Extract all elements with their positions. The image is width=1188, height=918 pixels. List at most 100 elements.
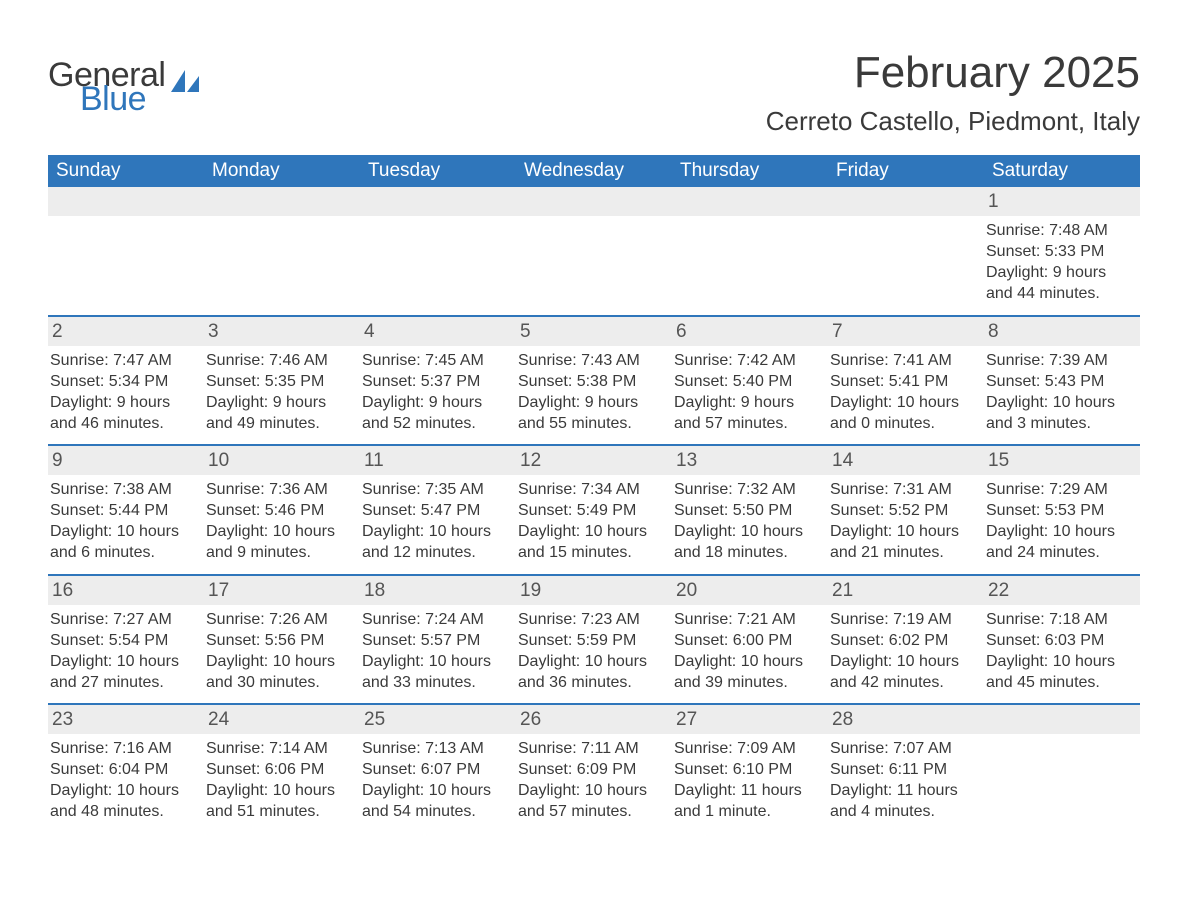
day-cell: 6Sunrise: 7:42 AMSunset: 5:40 PMDaylight…	[672, 317, 828, 445]
daylight-text: Daylight: 10 hours and 54 minutes.	[360, 780, 510, 822]
sunrise-text: Sunrise: 7:14 AM	[204, 738, 354, 759]
empty-cell	[984, 705, 1140, 833]
week-row: 1Sunrise: 7:48 AMSunset: 5:33 PMDaylight…	[48, 187, 1140, 315]
day-cell: 12Sunrise: 7:34 AMSunset: 5:49 PMDayligh…	[516, 446, 672, 574]
day-number: 25	[360, 705, 516, 734]
day-number: 12	[516, 446, 672, 475]
day-cell: 14Sunrise: 7:31 AMSunset: 5:52 PMDayligh…	[828, 446, 984, 574]
day-number: 20	[672, 576, 828, 605]
sunrise-text: Sunrise: 7:24 AM	[360, 609, 510, 630]
sunrise-text: Sunrise: 7:18 AM	[984, 609, 1134, 630]
weekday-header: Tuesday	[360, 155, 516, 187]
sunrise-text: Sunrise: 7:48 AM	[984, 220, 1134, 241]
daylight-text: Daylight: 10 hours and 45 minutes.	[984, 651, 1134, 693]
sunrise-text: Sunrise: 7:38 AM	[48, 479, 198, 500]
sunrise-text: Sunrise: 7:45 AM	[360, 350, 510, 371]
day-cell: 26Sunrise: 7:11 AMSunset: 6:09 PMDayligh…	[516, 705, 672, 833]
sunset-text: Sunset: 5:49 PM	[516, 500, 666, 521]
empty-cell	[360, 187, 516, 315]
daylight-text: Daylight: 9 hours and 57 minutes.	[672, 392, 822, 434]
day-cell: 8Sunrise: 7:39 AMSunset: 5:43 PMDaylight…	[984, 317, 1140, 445]
day-number: 22	[984, 576, 1140, 605]
calendar-table: SundayMondayTuesdayWednesdayThursdayFrid…	[48, 155, 1140, 833]
sunset-text: Sunset: 5:50 PM	[672, 500, 822, 521]
sail-icon	[171, 70, 199, 94]
day-cell: 10Sunrise: 7:36 AMSunset: 5:46 PMDayligh…	[204, 446, 360, 574]
sunset-text: Sunset: 6:00 PM	[672, 630, 822, 651]
daylight-text: Daylight: 10 hours and 27 minutes.	[48, 651, 198, 693]
day-cell: 1Sunrise: 7:48 AMSunset: 5:33 PMDaylight…	[984, 187, 1140, 315]
daylight-text: Daylight: 10 hours and 0 minutes.	[828, 392, 978, 434]
sunrise-text: Sunrise: 7:23 AM	[516, 609, 666, 630]
day-cell: 28Sunrise: 7:07 AMSunset: 6:11 PMDayligh…	[828, 705, 984, 833]
day-number: 27	[672, 705, 828, 734]
daylight-text: Daylight: 10 hours and 21 minutes.	[828, 521, 978, 563]
day-cell: 5Sunrise: 7:43 AMSunset: 5:38 PMDaylight…	[516, 317, 672, 445]
sunset-text: Sunset: 5:43 PM	[984, 371, 1134, 392]
daylight-text: Daylight: 10 hours and 3 minutes.	[984, 392, 1134, 434]
weekday-header: Monday	[204, 155, 360, 187]
brand-logo: General Blue	[48, 48, 199, 116]
sunrise-text: Sunrise: 7:21 AM	[672, 609, 822, 630]
day-cell: 11Sunrise: 7:35 AMSunset: 5:47 PMDayligh…	[360, 446, 516, 574]
sunrise-text: Sunrise: 7:19 AM	[828, 609, 978, 630]
sunrise-text: Sunrise: 7:32 AM	[672, 479, 822, 500]
sunset-text: Sunset: 5:52 PM	[828, 500, 978, 521]
daylight-text: Daylight: 11 hours and 4 minutes.	[828, 780, 978, 822]
sunrise-text: Sunrise: 7:42 AM	[672, 350, 822, 371]
daylight-text: Daylight: 10 hours and 48 minutes.	[48, 780, 198, 822]
day-number	[360, 187, 516, 216]
day-number: 15	[984, 446, 1140, 475]
day-number: 9	[48, 446, 204, 475]
day-number: 6	[672, 317, 828, 346]
sunset-text: Sunset: 5:46 PM	[204, 500, 354, 521]
sunrise-text: Sunrise: 7:26 AM	[204, 609, 354, 630]
day-number	[48, 187, 204, 216]
day-cell: 3Sunrise: 7:46 AMSunset: 5:35 PMDaylight…	[204, 317, 360, 445]
day-cell: 4Sunrise: 7:45 AMSunset: 5:37 PMDaylight…	[360, 317, 516, 445]
day-number: 3	[204, 317, 360, 346]
sunset-text: Sunset: 5:47 PM	[360, 500, 510, 521]
sunrise-text: Sunrise: 7:31 AM	[828, 479, 978, 500]
daylight-text: Daylight: 10 hours and 12 minutes.	[360, 521, 510, 563]
weekday-header: Wednesday	[516, 155, 672, 187]
day-cell: 19Sunrise: 7:23 AMSunset: 5:59 PMDayligh…	[516, 576, 672, 704]
day-number: 5	[516, 317, 672, 346]
weekday-header-row: SundayMondayTuesdayWednesdayThursdayFrid…	[48, 155, 1140, 187]
daylight-text: Daylight: 9 hours and 46 minutes.	[48, 392, 198, 434]
day-number: 13	[672, 446, 828, 475]
daylight-text: Daylight: 10 hours and 42 minutes.	[828, 651, 978, 693]
sunset-text: Sunset: 5:38 PM	[516, 371, 666, 392]
sunset-text: Sunset: 5:54 PM	[48, 630, 198, 651]
sunset-text: Sunset: 6:04 PM	[48, 759, 198, 780]
sunrise-text: Sunrise: 7:47 AM	[48, 350, 198, 371]
sunset-text: Sunset: 6:11 PM	[828, 759, 978, 780]
day-cell: 16Sunrise: 7:27 AMSunset: 5:54 PMDayligh…	[48, 576, 204, 704]
day-number: 7	[828, 317, 984, 346]
day-number: 16	[48, 576, 204, 605]
empty-cell	[672, 187, 828, 315]
day-number	[516, 187, 672, 216]
sunset-text: Sunset: 5:35 PM	[204, 371, 354, 392]
day-number	[828, 187, 984, 216]
day-number: 26	[516, 705, 672, 734]
day-number	[672, 187, 828, 216]
sunset-text: Sunset: 5:59 PM	[516, 630, 666, 651]
month-title: February 2025	[766, 48, 1140, 98]
day-number: 17	[204, 576, 360, 605]
empty-cell	[828, 187, 984, 315]
day-cell: 18Sunrise: 7:24 AMSunset: 5:57 PMDayligh…	[360, 576, 516, 704]
sunset-text: Sunset: 5:34 PM	[48, 371, 198, 392]
daylight-text: Daylight: 10 hours and 15 minutes.	[516, 521, 666, 563]
sunset-text: Sunset: 5:41 PM	[828, 371, 978, 392]
page-header: General Blue February 2025 Cerreto Caste…	[48, 48, 1140, 137]
day-cell: 22Sunrise: 7:18 AMSunset: 6:03 PMDayligh…	[984, 576, 1140, 704]
sunrise-text: Sunrise: 7:43 AM	[516, 350, 666, 371]
week-row: 9Sunrise: 7:38 AMSunset: 5:44 PMDaylight…	[48, 444, 1140, 574]
day-number: 21	[828, 576, 984, 605]
weekday-header: Thursday	[672, 155, 828, 187]
day-number: 1	[984, 187, 1140, 216]
logo-word-2: Blue	[80, 82, 165, 116]
day-cell: 21Sunrise: 7:19 AMSunset: 6:02 PMDayligh…	[828, 576, 984, 704]
daylight-text: Daylight: 10 hours and 36 minutes.	[516, 651, 666, 693]
